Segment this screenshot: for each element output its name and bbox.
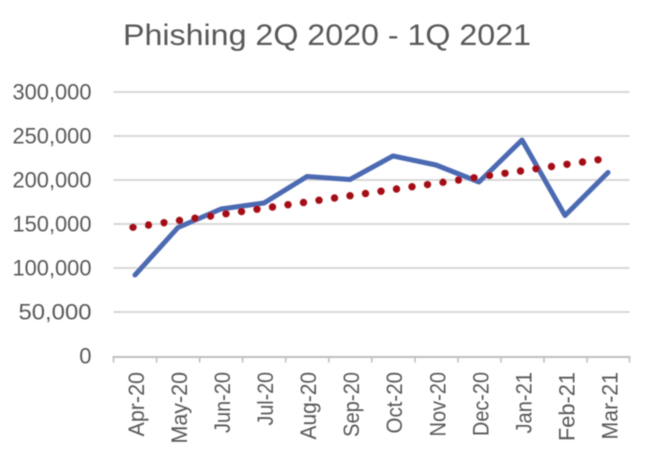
svg-text:Jan-21: Jan-21: [511, 372, 536, 434]
svg-text:May-20: May-20: [167, 372, 192, 444]
svg-text:300,000: 300,000: [13, 80, 92, 105]
svg-text:Jul-20: Jul-20: [253, 372, 278, 426]
svg-text:100,000: 100,000: [13, 256, 92, 281]
svg-text:Phishing 2Q 2020 - 1Q 2021: Phishing 2Q 2020 - 1Q 2021: [123, 19, 531, 52]
svg-text:Jun-20: Jun-20: [210, 372, 235, 433]
svg-text:Apr-20: Apr-20: [124, 372, 149, 437]
svg-text:Oct-20: Oct-20: [382, 372, 407, 434]
svg-text:0: 0: [79, 344, 91, 369]
svg-text:Mar-21: Mar-21: [598, 372, 623, 440]
svg-text:Nov-20: Nov-20: [425, 372, 450, 437]
svg-text:Dec-20: Dec-20: [468, 372, 493, 436]
svg-text:Aug-20: Aug-20: [296, 372, 321, 440]
svg-text:150,000: 150,000: [13, 212, 92, 237]
svg-text:50,000: 50,000: [19, 300, 92, 325]
svg-text:250,000: 250,000: [13, 124, 92, 149]
svg-text:200,000: 200,000: [13, 168, 92, 193]
svg-text:Sep-20: Sep-20: [339, 372, 364, 437]
svg-text:Feb-21: Feb-21: [554, 372, 579, 441]
